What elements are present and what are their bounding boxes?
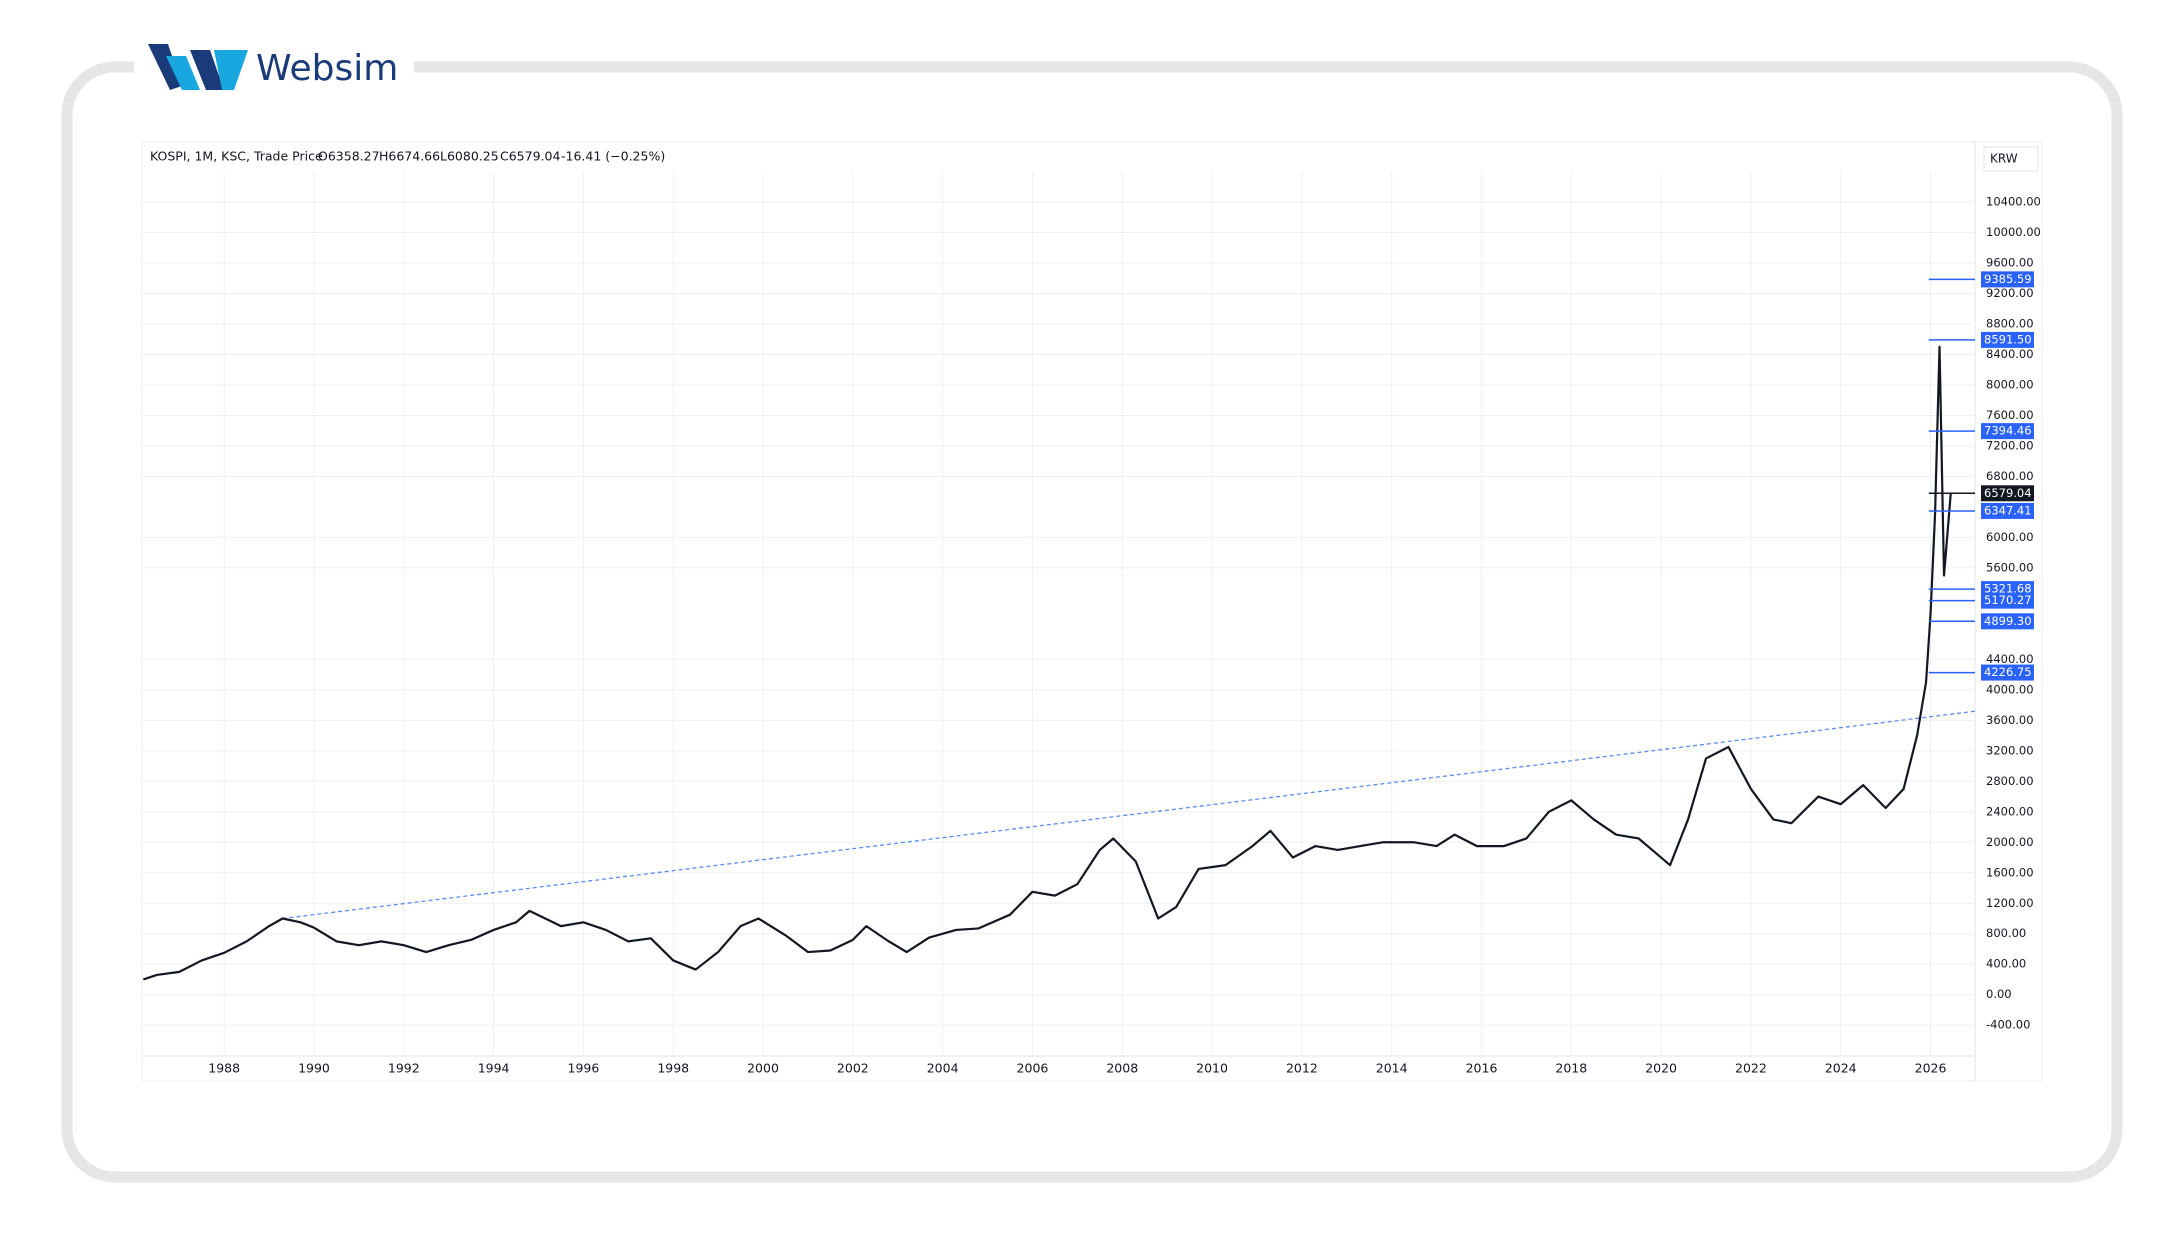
x-tick-label: 1992 [388,1061,420,1076]
price-level-label: 7394.46 [1984,424,2032,438]
y-tick-label: 9200.00 [1986,286,2034,300]
chart-panel [141,141,2043,1082]
price-level-label: 4899.30 [1984,614,2032,628]
x-tick-label: 2022 [1735,1061,1767,1076]
price-level-box [1981,271,2034,288]
x-tick-label: 2012 [1286,1061,1318,1076]
y-tick-label: 10400.00 [1986,195,2041,209]
y-tick-label: -400.00 [1986,1018,2030,1032]
x-tick-label: 2026 [1915,1061,1947,1076]
ohlc-open: O6358.27 [318,149,380,164]
x-tick-label: 2010 [1196,1061,1228,1076]
x-tick-label: 1996 [568,1061,600,1076]
y-tick-label: 7600.00 [1986,408,2034,422]
y-tick-label: 9600.00 [1986,256,2034,270]
price-level-box [1981,502,2034,519]
x-tick-label: 2018 [1555,1061,1587,1076]
x-tick-label: 2024 [1825,1061,1857,1076]
x-tick-label: 2006 [1017,1061,1049,1076]
trend-line [282,710,1976,920]
ohlc-high: H6674.66 [379,149,440,164]
y-tick-label: 8400.00 [1986,347,2034,361]
y-tick-label: 6000.00 [1986,530,2034,544]
y-tick-label: 4400.00 [1986,652,2034,666]
x-tick-label: 2000 [747,1061,779,1076]
ohlc-low: L6080.25 [440,149,499,164]
ohlc-change: -16.41 (−0.25%) [561,149,665,164]
price-line [142,345,1952,981]
x-tick-label: 2016 [1466,1061,1498,1076]
price-level-box [1981,331,2034,348]
x-tick-label: 2008 [1106,1061,1138,1076]
price-level-box [1981,423,2034,440]
y-tick-label: 1200.00 [1986,896,2034,910]
y-tick-label: 800.00 [1986,926,2026,940]
price-level-label: 5170.27 [1984,593,2032,607]
price-level-box [1981,592,2034,609]
y-tick-label: 2400.00 [1986,804,2034,818]
price-level-label: 6347.41 [1984,503,2032,517]
price-level-box [1981,485,2034,502]
x-tick-label: 1994 [478,1061,510,1076]
x-tick-label: 1990 [298,1061,330,1076]
y-tick-label: 10000.00 [1986,225,2041,239]
price-level-label: 6579.04 [1984,486,2032,500]
logo-mark [148,44,248,90]
y-tick-label: 3600.00 [1986,713,2034,727]
y-tick-label: 1600.00 [1986,865,2034,879]
price-level-box [1981,664,2034,681]
x-tick-label: 1988 [208,1061,240,1076]
price-level-label: 4226.75 [1984,665,2032,679]
symbol-title: KOSPI, 1M, KSC, Trade Price [150,149,323,164]
y-tick-label: 6800.00 [1986,469,2034,483]
x-tick-label: 2014 [1376,1061,1408,1076]
y-tick-label: 8800.00 [1986,317,2034,331]
x-tick-label: 2002 [837,1061,869,1076]
y-tick-label: 2800.00 [1986,774,2034,788]
y-tick-label: 7200.00 [1986,438,2034,452]
price-level-label: 9385.59 [1984,272,2032,286]
grid [142,172,1975,1056]
y-tick-label: 0.00 [1986,987,2012,1001]
price-level-label: 5321.68 [1984,582,2032,596]
y-tick-label: 4000.00 [1986,682,2034,696]
currency-label: KRW [1990,152,2018,166]
price-level-box [1981,613,2034,630]
y-tick-label: 3200.00 [1986,743,2034,757]
price-level-label: 8591.50 [1984,332,2032,346]
x-tick-label: 2004 [927,1061,959,1076]
y-tick-label: 8000.00 [1986,377,2034,391]
currency-box [1983,146,2039,172]
x-tick-label: 2020 [1645,1061,1677,1076]
ohlc-close: C6579.04 [500,149,560,164]
y-tick-label: 400.00 [1986,957,2026,971]
brand-name: Websim [256,48,398,89]
y-tick-label: 5600.00 [1986,560,2034,574]
y-tick-label: 2000.00 [1986,835,2034,849]
x-tick-label: 1998 [657,1061,689,1076]
